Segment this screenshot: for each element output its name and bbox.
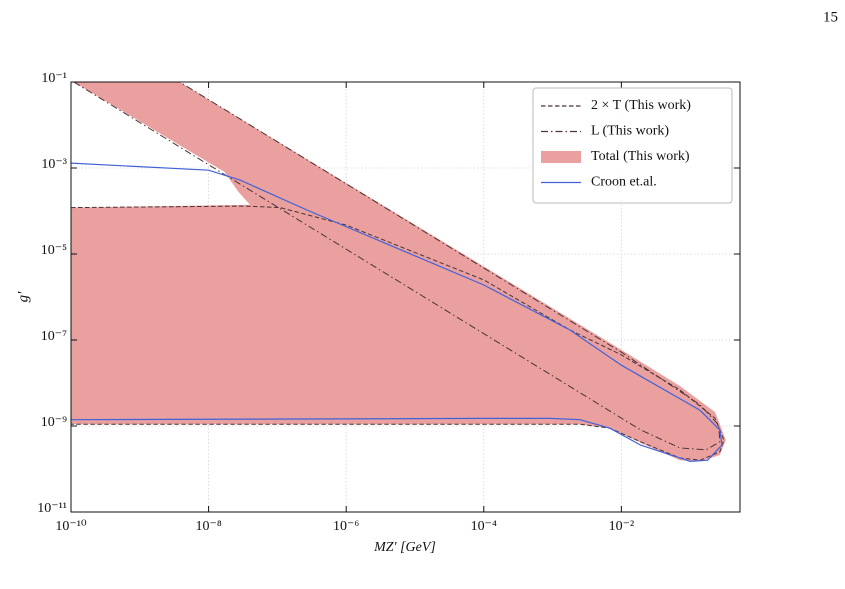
plot-frame [70,81,741,513]
x-axis-label: MZ′ [GeV] [373,540,436,555]
x-tick-label: 10⁻² [609,519,635,534]
x-tick-label: 10⁻⁸ [195,519,221,534]
y-tick-label: 10⁻⁵ [41,243,67,258]
line [73,82,721,451]
legend-label: L (This work) [591,124,669,139]
x-tick-label: 10⁻¹⁰ [55,519,87,534]
legend-label: 2 × T (This work) [591,98,691,113]
area [71,82,726,462]
y-tick-label: 10⁻¹¹ [37,501,67,516]
legend-swatch [541,151,581,163]
x-tick-label: 10⁻⁴ [471,519,497,534]
y-axis-label: g′ [15,291,31,303]
x-tick-label: 10⁻⁶ [333,519,359,534]
page-number: 15 [823,9,838,25]
legend-box [532,87,733,204]
legend-label: Total (This work) [591,149,690,164]
y-tick-label: 10⁻⁹ [41,415,67,430]
legend-label: Croon et.al. [591,175,657,190]
line [71,162,723,463]
y-tick-label: 10⁻³ [41,157,67,172]
y-tick-label: 10⁻⁷ [41,329,67,344]
y-tick-label: 10⁻¹ [41,71,67,86]
